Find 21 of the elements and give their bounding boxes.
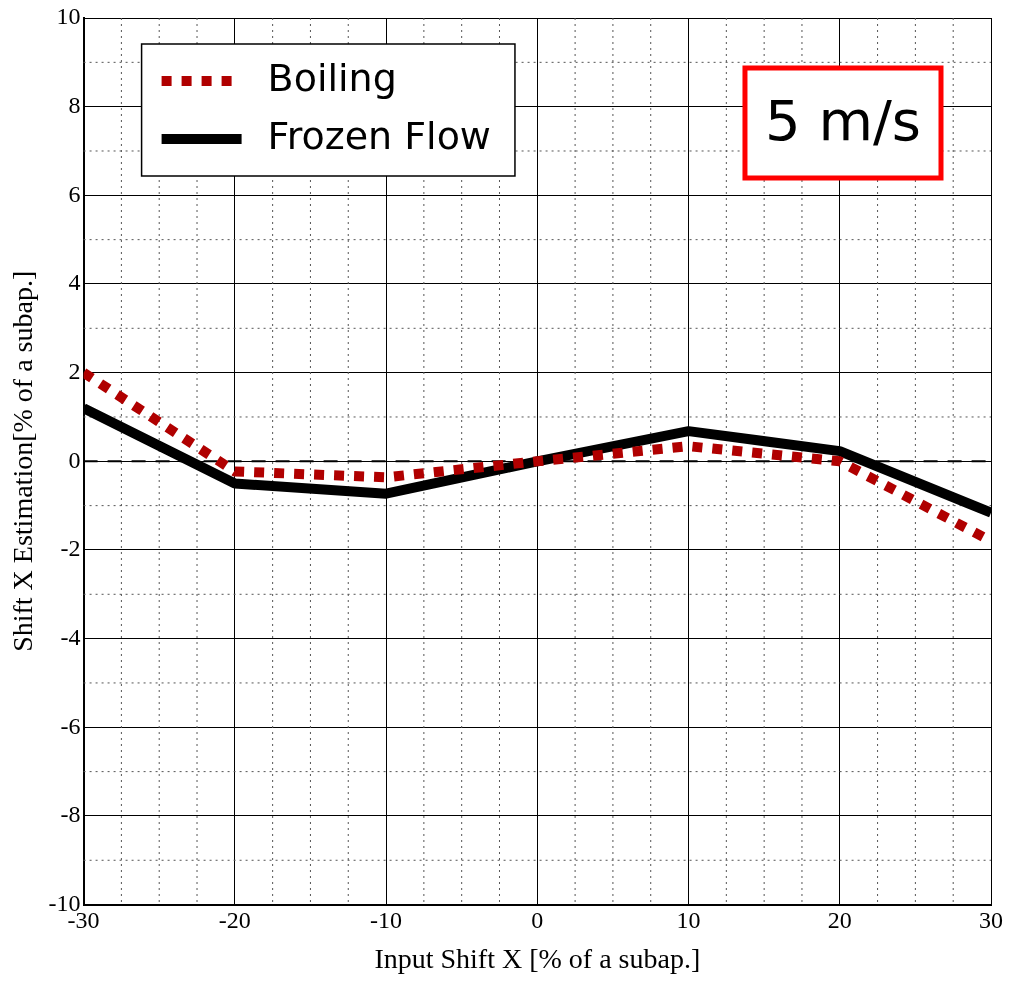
y-tick-label: -6 <box>60 712 81 739</box>
y-tick-label: 4 <box>68 269 81 296</box>
y-tick-label: 2 <box>68 357 81 384</box>
x-tick-label: -10 <box>370 907 403 934</box>
y-axis-title: Shift X Estimation[% of a subap.] <box>7 270 39 652</box>
x-axis-title: Input Shift X [% of a subap.] <box>374 942 701 974</box>
x-tick-label: 10 <box>676 907 701 934</box>
y-tick-label: -2 <box>60 535 81 562</box>
legend-label: Frozen Flow <box>267 113 491 158</box>
annotation: 5 m/s <box>764 87 921 153</box>
x-tick-label: 0 <box>531 907 544 934</box>
y-tick-label: -8 <box>60 801 81 828</box>
y-tick-label: 0 <box>68 446 81 473</box>
y-tick-label: -4 <box>60 623 81 650</box>
y-tick-label: 8 <box>68 91 81 118</box>
y-tick-label: 10 <box>56 3 81 30</box>
x-tick-label: -20 <box>218 907 251 934</box>
legend-label: Boiling <box>267 55 397 100</box>
x-tick-label: 30 <box>979 907 1003 934</box>
y-tick-label: 6 <box>68 180 81 207</box>
x-tick-label: 20 <box>827 907 852 934</box>
